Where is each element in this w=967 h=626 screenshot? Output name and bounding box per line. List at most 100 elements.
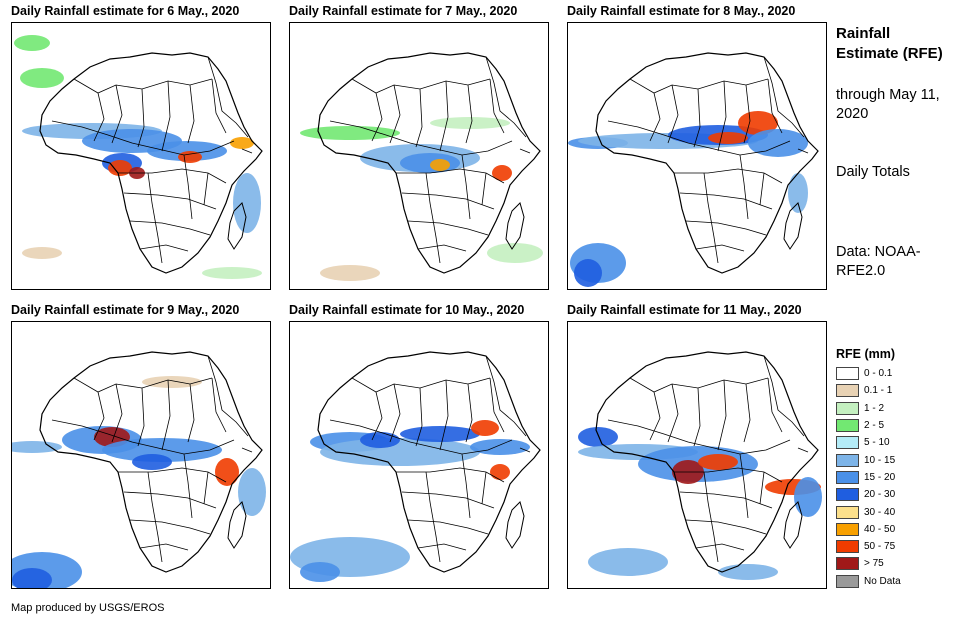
country-border — [123, 192, 217, 210]
legend-swatch — [836, 401, 859, 415]
country-border — [739, 453, 749, 519]
legend-swatch — [836, 436, 859, 450]
country-border — [207, 355, 249, 437]
rainfall-area — [708, 132, 748, 144]
legend-item: 20 - 30 — [836, 486, 901, 503]
country-border — [481, 172, 487, 206]
country-border — [439, 80, 449, 152]
data-source: Data: NOAA-RFE2.0 — [836, 244, 921, 279]
rainfall-map — [289, 321, 549, 589]
rainfall-map — [11, 22, 271, 290]
legend-item: 50 - 75 — [836, 538, 901, 555]
rainfall-map — [567, 22, 827, 290]
rainfall-area — [490, 464, 510, 480]
panel-title: Daily Rainfall estimate for 6 May., 2020 — [11, 4, 240, 18]
country-border — [417, 543, 467, 551]
country-border — [649, 391, 661, 441]
country-border — [417, 244, 467, 252]
country-border — [425, 471, 441, 563]
country-border — [111, 84, 123, 144]
country-border — [211, 377, 227, 433]
country-border — [351, 78, 491, 94]
map-svg — [578, 351, 822, 580]
country-border — [797, 148, 809, 154]
africa-coastline — [39, 52, 263, 274]
africa-coastline — [595, 351, 819, 573]
rainfall-area — [132, 454, 172, 470]
rainfall-area — [320, 265, 380, 281]
country-border — [485, 56, 527, 138]
legend-swatch — [836, 367, 859, 381]
rainfall-area — [588, 548, 668, 576]
africa-coastline — [317, 52, 541, 274]
rainfall-area — [12, 568, 52, 588]
country-border — [73, 78, 213, 94]
panel-title: Daily Rainfall estimate for 11 May., 202… — [567, 303, 802, 317]
country-border — [797, 447, 809, 453]
country-border — [461, 154, 471, 220]
country-border — [183, 154, 193, 220]
country-border — [679, 192, 773, 210]
country-border — [693, 387, 701, 447]
country-border — [767, 78, 783, 134]
legend-swatch — [836, 540, 859, 554]
country-border — [465, 84, 473, 144]
country-border — [389, 84, 401, 144]
rainfall-area — [202, 267, 262, 279]
legend-label: 1 - 2 — [864, 402, 885, 414]
map-svg — [300, 52, 543, 281]
legend-label: 30 - 40 — [864, 506, 896, 518]
rainfall-map — [289, 22, 549, 290]
legend-label: 5 - 10 — [864, 437, 890, 449]
rainfall-area — [142, 376, 202, 388]
rainfall-area — [230, 137, 254, 149]
rainfall-area — [748, 129, 808, 157]
country-border — [187, 84, 195, 144]
country-border — [93, 92, 105, 142]
country-border — [767, 377, 783, 433]
country-border — [425, 172, 441, 264]
rainfall-area — [430, 159, 450, 171]
rainfall-area — [22, 247, 62, 259]
legend-label: 0.1 - 1 — [864, 385, 893, 397]
legend-label: 40 - 50 — [864, 523, 896, 535]
legend-label: 50 - 75 — [864, 541, 896, 553]
rainfall-map — [11, 321, 271, 589]
legend-swatch — [836, 574, 859, 588]
country-border — [461, 453, 471, 519]
country-border — [679, 491, 773, 509]
country-border — [93, 391, 105, 441]
madagascar-outline — [227, 501, 247, 549]
country-border — [139, 244, 189, 252]
panel-title: Daily Rainfall estimate for 7 May., 2020 — [289, 4, 518, 18]
country-border — [51, 120, 235, 156]
country-border — [161, 80, 171, 152]
country-border — [389, 383, 401, 443]
rainfall-area — [108, 160, 132, 176]
map-svg — [568, 52, 819, 287]
legend-swatch — [836, 384, 859, 398]
map-svg — [12, 351, 266, 588]
legend-swatch — [836, 470, 859, 484]
rainfall-area — [471, 420, 499, 436]
country-border — [396, 168, 505, 184]
rainfall-area — [147, 141, 227, 161]
country-border — [207, 56, 249, 138]
rainfall-area — [578, 427, 618, 447]
country-border — [203, 471, 209, 505]
country-border — [703, 471, 719, 563]
country-border — [759, 471, 765, 505]
madagascar-outline — [505, 501, 525, 549]
country-border — [693, 88, 701, 148]
map-svg — [14, 35, 263, 279]
country-border — [139, 543, 189, 551]
country-border — [111, 383, 123, 443]
country-border — [161, 379, 171, 451]
legend-item: > 75 — [836, 555, 901, 572]
country-border — [489, 78, 505, 134]
legend-item: 0.1 - 1 — [836, 382, 901, 399]
legend-swatch — [836, 488, 859, 502]
country-border — [667, 383, 679, 443]
legend-swatch — [836, 557, 859, 571]
rainfall-area — [300, 126, 400, 140]
